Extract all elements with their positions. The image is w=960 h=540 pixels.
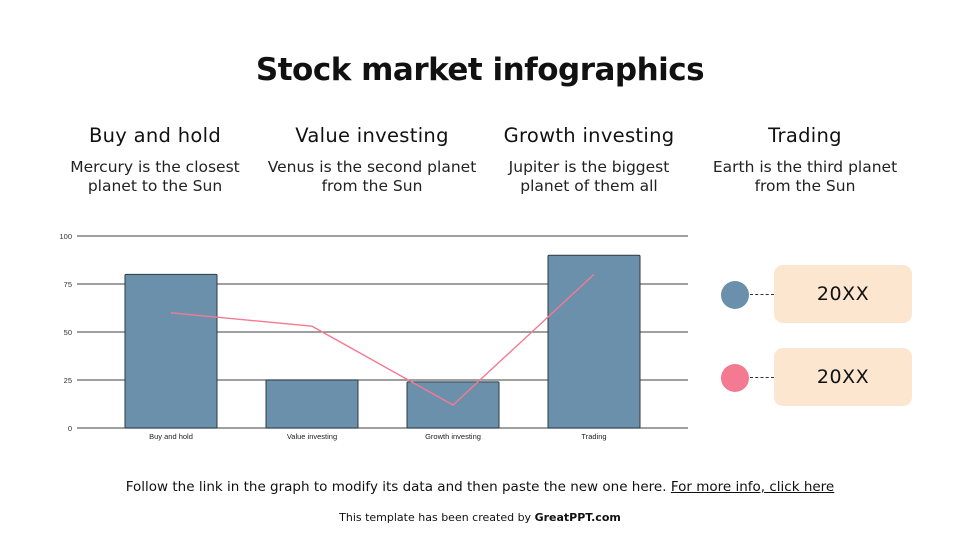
y-tick-label: 25 xyxy=(64,376,72,385)
y-tick-label: 100 xyxy=(59,232,72,241)
trend-line xyxy=(170,273,595,406)
bar xyxy=(547,254,641,429)
bar xyxy=(265,379,359,429)
legend-connector xyxy=(750,377,774,378)
legend-dot-pink xyxy=(721,364,749,392)
column-buy-and-hold: Buy and hold Mercury is the closest plan… xyxy=(50,124,260,196)
column-heading: Trading xyxy=(768,124,842,147)
column-text: Venus is the second planet from the Sun xyxy=(267,158,477,195)
y-tick-label: 75 xyxy=(64,280,72,289)
credit-prefix: This template has been created by xyxy=(339,511,532,524)
x-tick-label: Growth investing xyxy=(425,432,481,441)
column-trading: Trading Earth is the third planet from t… xyxy=(700,124,910,196)
x-tick-label: Value investing xyxy=(287,432,337,441)
bar-line-chart[interactable]: 0 25 50 75 100 Buy and hold Value investing Gro… xyxy=(50,225,695,445)
legend-connector xyxy=(750,294,774,295)
legend-item-line: 20XX xyxy=(720,348,912,406)
y-tick-label: 50 xyxy=(64,328,72,337)
column-text: Jupiter is the biggest planet of them al… xyxy=(508,158,670,195)
column-text: Mercury is the closest planet to the Sun xyxy=(70,158,240,195)
column-growth-investing: Growth investing Jupiter is the biggest … xyxy=(484,124,694,196)
y-tick-label: 0 xyxy=(68,424,72,433)
legend-label-box: 20XX xyxy=(774,265,912,323)
page-title: Stock market infographics xyxy=(255,52,705,88)
legend-dot-blue xyxy=(721,281,749,309)
bar xyxy=(124,273,218,429)
legend-label-box: 20XX xyxy=(774,348,912,406)
credit-line: This template has been created by GreatP… xyxy=(0,511,960,524)
column-heading: Value investing xyxy=(295,124,449,147)
column-value-investing: Value investing Venus is the second plan… xyxy=(267,124,477,196)
legend-item-bars: 20XX xyxy=(720,265,912,323)
column-heading: Growth investing xyxy=(503,124,675,147)
credit-brand: GreatPPT.com xyxy=(534,511,621,524)
footer-note: Follow the link in the graph to modify i… xyxy=(0,479,960,495)
column-text: Earth is the third planet from the Sun xyxy=(712,158,898,195)
x-tick-label: Trading xyxy=(581,432,606,441)
footer-note-text: Follow the link in the graph to modify i… xyxy=(125,479,667,495)
column-heading: Buy and hold xyxy=(88,124,222,147)
x-tick-label: Buy and hold xyxy=(149,432,193,441)
more-info-link[interactable]: For more info, click here xyxy=(670,479,835,495)
